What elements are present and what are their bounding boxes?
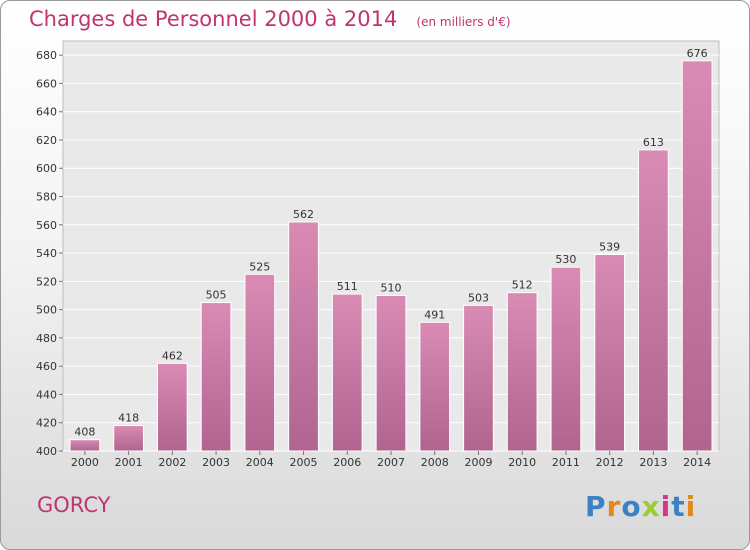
y-tick-label: 440 bbox=[36, 388, 57, 401]
bar-value-label: 418 bbox=[118, 412, 139, 425]
x-tick-label: 2004 bbox=[246, 456, 274, 469]
bar-value-label: 530 bbox=[555, 253, 576, 266]
title-row: Charges de Personnel 2000 à 2014 (en mil… bbox=[29, 7, 511, 31]
y-tick-label: 460 bbox=[36, 360, 57, 373]
bar-2012 bbox=[594, 253, 626, 452]
bar-value-label: 503 bbox=[468, 291, 489, 304]
bar-2000 bbox=[69, 439, 101, 452]
bar-value-label: 676 bbox=[687, 47, 708, 60]
bar-value-label: 512 bbox=[512, 279, 533, 292]
x-tick-label: 2011 bbox=[552, 456, 580, 469]
x-tick-label: 2013 bbox=[639, 456, 667, 469]
x-tick-label: 2006 bbox=[333, 456, 361, 469]
bar-2002 bbox=[156, 362, 188, 452]
bar-value-label: 462 bbox=[162, 349, 183, 362]
chart-title: Charges de Personnel 2000 à 2014 bbox=[29, 7, 398, 31]
bar-value-label: 539 bbox=[599, 240, 620, 253]
axis-layer: 400 420 440 460 480 500 520 540 560 580 600 620 640 6… bbox=[36, 49, 711, 469]
y-tick-label: 620 bbox=[36, 134, 57, 147]
x-tick-label: 2001 bbox=[115, 456, 143, 469]
y-tick-label: 600 bbox=[36, 162, 57, 175]
x-tick-label: 2007 bbox=[377, 456, 405, 469]
bar-2001 bbox=[113, 425, 144, 452]
bar-2010 bbox=[506, 292, 538, 452]
bar-2009 bbox=[463, 304, 494, 452]
chart-subtitle: (en milliers d'€) bbox=[416, 15, 511, 29]
bar-value-label: 408 bbox=[74, 426, 95, 439]
y-tick-label: 540 bbox=[36, 247, 57, 260]
y-tick-label: 660 bbox=[36, 77, 57, 90]
bar-value-label: 613 bbox=[643, 136, 664, 149]
x-tick-label: 2008 bbox=[421, 456, 449, 469]
bar-2004 bbox=[244, 273, 276, 452]
bar-value-label: 562 bbox=[293, 208, 314, 221]
bar-value-label: 491 bbox=[424, 308, 445, 321]
x-tick-label: 2014 bbox=[683, 456, 711, 469]
x-tick-label: 2000 bbox=[71, 456, 99, 469]
x-tick-label: 2010 bbox=[508, 456, 536, 469]
bar-2006 bbox=[331, 293, 363, 452]
y-tick-label: 560 bbox=[36, 219, 57, 232]
y-tick-label: 640 bbox=[36, 106, 57, 119]
bar-value-label: 510 bbox=[381, 281, 402, 294]
place-name: GORCY bbox=[37, 493, 111, 517]
bar-value-label: 511 bbox=[337, 280, 358, 293]
x-tick-label: 2003 bbox=[202, 456, 230, 469]
bar-2008 bbox=[419, 321, 451, 452]
y-tick-label: 580 bbox=[36, 191, 57, 204]
x-tick-label: 2009 bbox=[464, 456, 492, 469]
proxiti-logo[interactable]: Proxiti bbox=[585, 490, 697, 523]
y-tick-label: 400 bbox=[36, 445, 57, 458]
bar-value-label: 525 bbox=[249, 260, 270, 273]
y-tick-label: 480 bbox=[36, 332, 57, 345]
x-tick-label: 2012 bbox=[596, 456, 624, 469]
bars-layer: 408 418 462 505 525 562 511 510 491 503 512 530 539 6… bbox=[69, 47, 713, 452]
y-tick-label: 520 bbox=[36, 275, 57, 288]
x-tick-label: 2002 bbox=[158, 456, 186, 469]
bar-2005 bbox=[288, 221, 319, 452]
bar-2011 bbox=[550, 266, 582, 452]
bar-2007 bbox=[375, 294, 407, 452]
y-tick-label: 420 bbox=[36, 417, 57, 430]
bar-2003 bbox=[200, 302, 232, 452]
x-tick-label: 2005 bbox=[290, 456, 318, 469]
y-tick-label: 500 bbox=[36, 304, 57, 317]
bar-value-label: 505 bbox=[206, 289, 227, 302]
bar-2014 bbox=[681, 60, 713, 452]
y-tick-label: 680 bbox=[36, 49, 57, 62]
bar-2013 bbox=[638, 149, 669, 452]
